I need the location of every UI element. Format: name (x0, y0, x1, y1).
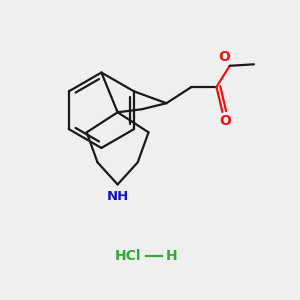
Text: NH: NH (106, 190, 129, 203)
Text: O: O (218, 50, 230, 64)
Text: HCl: HCl (115, 249, 141, 263)
Text: H: H (165, 249, 177, 263)
Text: O: O (219, 114, 231, 128)
